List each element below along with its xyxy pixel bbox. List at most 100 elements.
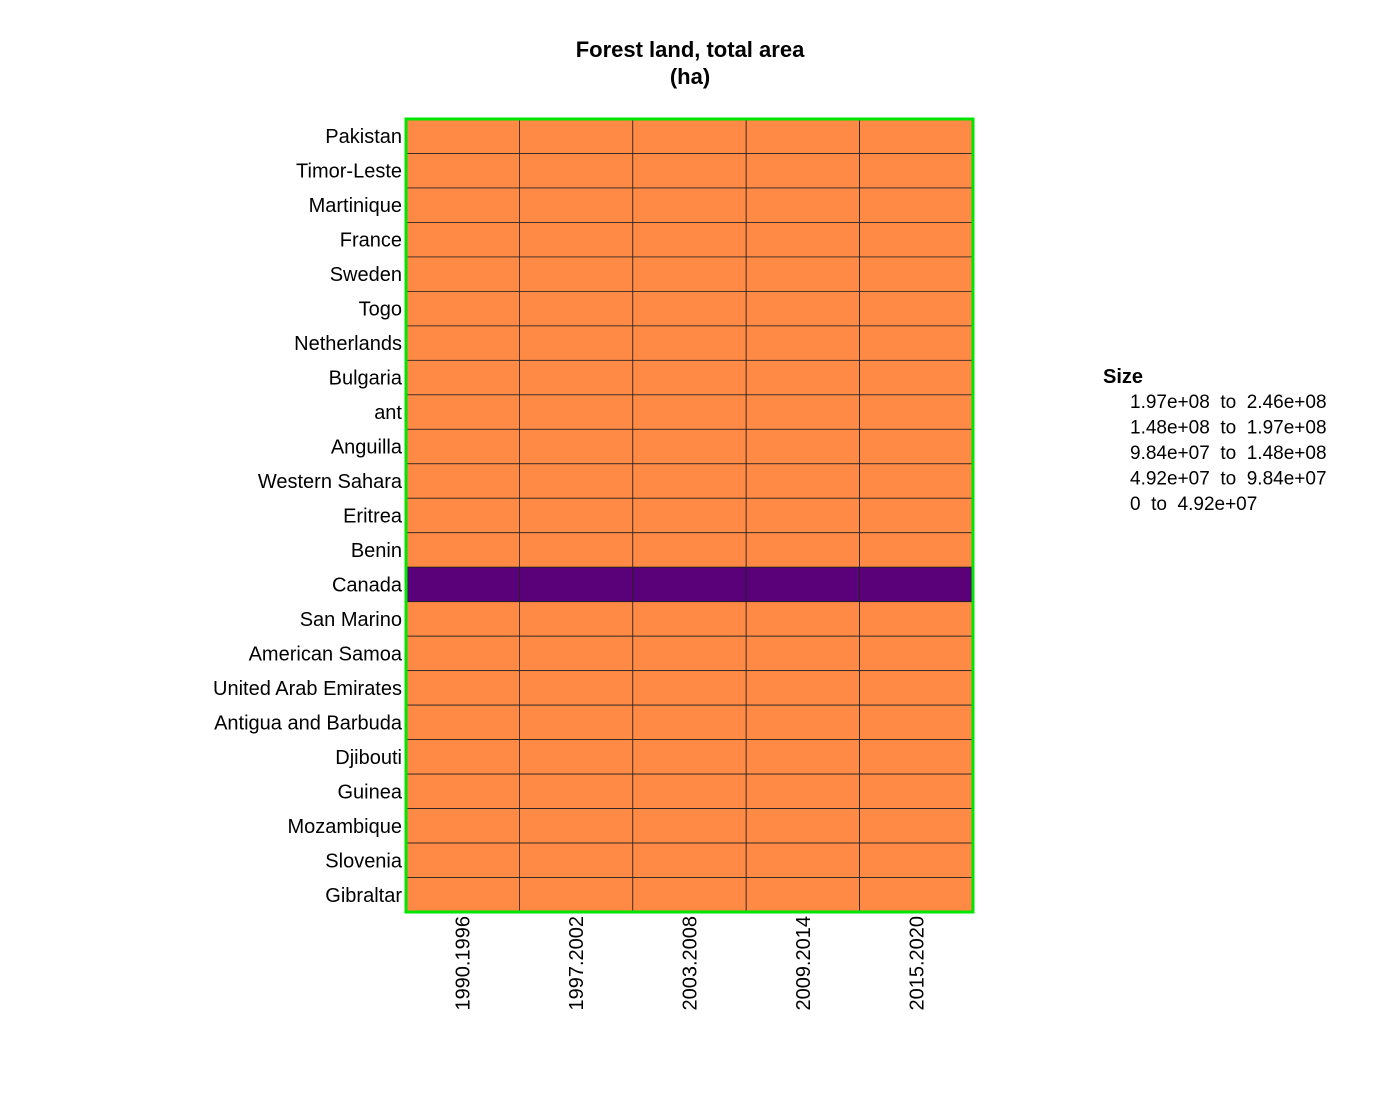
- heatmap-cell: [632, 773, 747, 809]
- heatmap-cell: [745, 290, 861, 327]
- heatmap-cell: [405, 670, 520, 706]
- heatmap-cell: [632, 153, 747, 189]
- chart-title-line-2: (ha): [670, 64, 710, 89]
- heatmap-cell: [405, 394, 520, 430]
- heatmap-cell: [632, 739, 747, 775]
- heatmap-cell: [745, 428, 861, 465]
- row-label: Canada: [332, 574, 403, 596]
- heatmap-cell: [405, 463, 520, 499]
- heatmap-cell: [859, 842, 974, 878]
- heatmap-cell: [519, 704, 634, 741]
- heatmap-cell: [859, 325, 974, 361]
- row-label: Martinique: [309, 195, 402, 217]
- heatmap-cell: [632, 808, 747, 844]
- row-label: Antigua and Barbuda: [214, 712, 403, 734]
- heatmap-cell: [632, 428, 747, 465]
- heatmap-cell: [405, 187, 520, 223]
- heatmap-cell: [632, 290, 747, 327]
- heatmap-cell: [519, 187, 634, 223]
- heatmap-cell: [519, 428, 634, 465]
- heatmap-cell: [745, 773, 861, 809]
- heatmap-cell: [859, 256, 974, 292]
- heatmap-cell: [632, 635, 747, 672]
- plot-border: [404, 117, 975, 914]
- heatmap-cell: [859, 773, 974, 809]
- row-label: ant: [374, 402, 402, 424]
- heatmap-cell: [405, 877, 520, 913]
- heatmap-cell: [859, 670, 974, 706]
- row-label: American Samoa: [249, 643, 403, 665]
- row-label: Gibraltar: [325, 885, 402, 907]
- heatmap-cell: [745, 222, 861, 258]
- heatmap-cell: [519, 394, 634, 430]
- heatmap-cell: [859, 566, 974, 603]
- heatmap-cell: [859, 428, 974, 465]
- chart-title-line-1: Forest land, total area: [576, 37, 805, 62]
- heatmap-cell: [745, 256, 861, 292]
- row-label: Togo: [359, 299, 402, 321]
- heatmap-cell: [745, 566, 861, 603]
- legend: Size 1.97e+08 to 2.46e+08 1.48e+08 to 1.9…: [1103, 366, 1327, 515]
- heatmap-cell: [745, 463, 861, 499]
- heatmap-cell: [519, 635, 634, 672]
- legend-entry: 1.48e+08 to 1.97e+08: [1130, 418, 1327, 439]
- heatmap-cell: [405, 532, 520, 568]
- heatmap-cell: [859, 704, 974, 741]
- legend-entry: 0 to 4.92e+07: [1130, 494, 1257, 515]
- heatmap-cell: [745, 394, 861, 430]
- row-label: Timor-Leste: [296, 161, 402, 183]
- heatmap-cell: [632, 842, 747, 878]
- column-label: 2003.2008: [680, 916, 702, 1011]
- heatmap-cell: [405, 808, 520, 844]
- heatmap-cell: [405, 704, 520, 741]
- heatmap-cell: [519, 463, 634, 499]
- heatmap-cell: [519, 118, 634, 154]
- heatmap-cell: [859, 877, 974, 913]
- heatmap-cell: [632, 359, 747, 396]
- heatmap-cells: [405, 118, 974, 913]
- heatmap-cell: [519, 842, 634, 878]
- column-label: 1990.1996: [453, 916, 475, 1011]
- heatmap-cell: [745, 153, 861, 189]
- heatmap-cell: [405, 842, 520, 878]
- heatmap-cell: [745, 877, 861, 913]
- legend-entry: 4.92e+07 to 9.84e+07: [1130, 469, 1327, 490]
- heatmap-cell: [859, 290, 974, 327]
- heatmap-cell: [745, 187, 861, 223]
- heatmap-cell: [859, 808, 974, 844]
- heatmap-cell: [632, 704, 747, 741]
- heatmap-cell: [519, 773, 634, 809]
- heatmap-cell: [405, 290, 520, 327]
- row-label: San Marino: [300, 609, 402, 631]
- heatmap-cell: [859, 187, 974, 223]
- row-labels: Pakistan Timor-Leste Martinique France Swede…: [213, 126, 403, 907]
- heatmap-cell: [632, 566, 747, 603]
- legend-entries: 1.97e+08 to 2.46e+08 1.48e+08 to 1.97e+08…: [1130, 392, 1327, 515]
- heatmap-cell: [632, 463, 747, 499]
- row-label: Anguilla: [331, 437, 403, 459]
- heatmap-cell: [405, 359, 520, 396]
- heatmap-cell: [745, 532, 861, 568]
- heatmap-cell: [745, 118, 861, 154]
- legend-title: Size: [1103, 366, 1143, 388]
- heatmap-cell: [405, 428, 520, 465]
- heatmap-cell: [405, 222, 520, 258]
- heatmap-cell: [405, 773, 520, 809]
- heatmap-cell: [859, 635, 974, 672]
- legend-entry: 9.84e+07 to 1.48e+08: [1130, 443, 1327, 464]
- row-label: Mozambique: [287, 816, 402, 838]
- heatmap-cell: [745, 635, 861, 672]
- heatmap-cell: [405, 497, 520, 534]
- heatmap-cell: [745, 497, 861, 534]
- heatmap-cell: [405, 256, 520, 292]
- heatmap-cell: [859, 359, 974, 396]
- row-label: Sweden: [330, 264, 402, 286]
- heatmap-cell: [405, 566, 520, 603]
- heatmap-cell: [632, 222, 747, 258]
- column-label: 1997.2002: [566, 916, 588, 1011]
- heatmap-cell: [859, 463, 974, 499]
- heatmap-cell: [632, 394, 747, 430]
- heatmap-cell: [632, 325, 747, 361]
- heatmap-cell: [405, 153, 520, 189]
- heatmap-cell: [405, 635, 520, 672]
